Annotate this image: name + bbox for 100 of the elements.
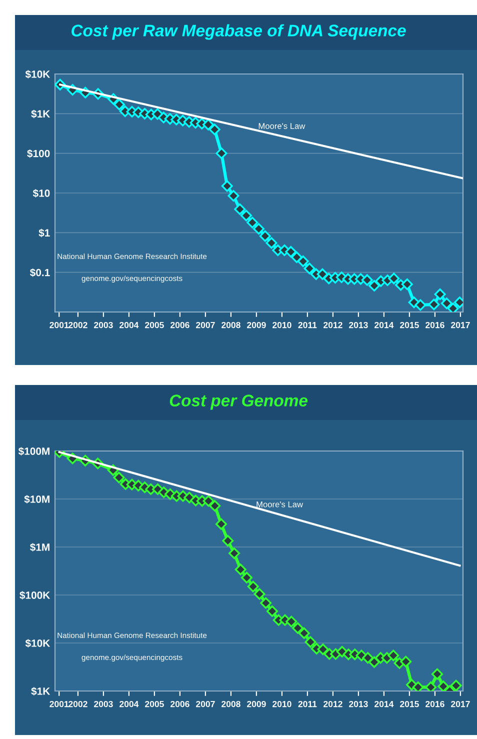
point — [216, 148, 228, 160]
series-label: Moore's Law — [258, 123, 306, 129]
point — [228, 548, 240, 560]
point — [425, 681, 437, 691]
x-tick-label: 2010 — [272, 700, 292, 708]
x-tick-label: 2005 — [145, 700, 164, 708]
x-tick-label: 2009 — [247, 700, 266, 708]
x-tick-label: 2009 — [247, 322, 266, 328]
y-tick-label: $1M — [30, 543, 50, 552]
point — [286, 616, 298, 628]
point — [432, 668, 443, 680]
point — [400, 656, 412, 668]
point — [438, 680, 450, 691]
x-tick-label: 2007 — [196, 322, 215, 328]
x-tick-label: 2012 — [324, 700, 342, 708]
x-tick-label: 2013 — [349, 700, 368, 708]
point — [285, 246, 297, 258]
point — [440, 298, 452, 310]
x-tick-label: 2015 — [400, 322, 419, 328]
x-tick-label: 2015 — [400, 700, 419, 708]
point — [234, 203, 246, 215]
point — [208, 124, 220, 136]
point — [292, 622, 304, 634]
x-tick-label: 2008 — [222, 700, 240, 708]
point — [434, 288, 446, 300]
point — [152, 108, 164, 120]
point — [298, 627, 310, 639]
point — [228, 190, 240, 202]
x-tick-label: 2013 — [349, 322, 368, 328]
point — [113, 472, 125, 484]
x-tick-label: 2007 — [196, 700, 215, 708]
y-tick-label: $10 — [32, 189, 50, 198]
x-tick-label: 2002 — [68, 700, 88, 708]
x-tick-label: 2014 — [374, 322, 394, 328]
x-tick-label: 2003 — [94, 322, 113, 328]
x-tick-label: 2011 — [298, 322, 317, 328]
x-tick-label: 2004 — [120, 700, 139, 708]
x-tick-label: 2016 — [426, 322, 444, 328]
x-tick-label: 2004 — [120, 322, 139, 328]
point — [368, 280, 380, 292]
point — [209, 500, 221, 512]
point — [259, 230, 271, 242]
point — [317, 644, 329, 656]
x-tick-label: 2003 — [94, 700, 113, 708]
point — [388, 272, 400, 284]
point — [414, 299, 426, 311]
point — [222, 535, 234, 546]
point — [368, 656, 380, 668]
point — [260, 597, 272, 609]
point — [290, 252, 302, 263]
chart-title: Cost per Genome — [170, 394, 308, 410]
x-tick-label: 2001 — [50, 700, 69, 708]
point — [216, 518, 228, 530]
chart-title: Cost per Raw Megabase of DNA Sequence — [72, 24, 406, 40]
y-tick-label: $100K — [20, 591, 50, 600]
point — [247, 580, 259, 592]
point — [202, 495, 214, 507]
x-tick-label: 2002 — [68, 322, 88, 328]
x-tick-label: 2006 — [170, 322, 190, 328]
point — [221, 180, 233, 192]
y-tick-label: $1 — [38, 228, 50, 238]
x-tick-label: 2005 — [145, 322, 164, 328]
y-tick-label: $10K — [25, 70, 50, 79]
point — [266, 605, 278, 617]
x-tick-label: 2014 — [374, 700, 394, 708]
x-tick-label: 2008 — [222, 322, 240, 328]
y-tick-label: $100 — [27, 149, 50, 158]
series-label: Moore's Law — [256, 501, 304, 508]
point — [450, 680, 462, 691]
line-series — [55, 451, 462, 691]
point — [447, 302, 459, 312]
x-tick-label: 2012 — [324, 322, 342, 328]
point — [388, 650, 400, 662]
x-tick-label: 2017 — [451, 700, 470, 708]
y-tick-label: $10M — [24, 495, 50, 504]
x-tick-label: 2017 — [451, 322, 470, 328]
point — [362, 652, 374, 664]
y-tick-label: $0.1 — [30, 268, 50, 277]
x-tick-label: 2010 — [272, 322, 292, 328]
point — [304, 262, 316, 274]
y-tick-label: $100M — [18, 447, 50, 456]
point — [316, 268, 328, 280]
point — [254, 588, 266, 600]
point — [266, 237, 278, 249]
point — [234, 564, 246, 576]
point — [240, 210, 252, 222]
point — [428, 298, 440, 310]
point — [253, 223, 264, 235]
y-tick-label: $10K — [25, 639, 50, 648]
y-tick-label: $1K — [31, 110, 50, 118]
point — [246, 216, 258, 228]
point — [114, 98, 126, 110]
point — [361, 274, 373, 286]
point — [304, 636, 316, 648]
point — [412, 681, 424, 691]
point — [241, 572, 253, 584]
point — [297, 256, 309, 268]
x-tick-label: 2011 — [298, 700, 317, 708]
x-tick-label: 2006 — [170, 700, 190, 708]
y-tick-label: $1K — [31, 687, 50, 696]
